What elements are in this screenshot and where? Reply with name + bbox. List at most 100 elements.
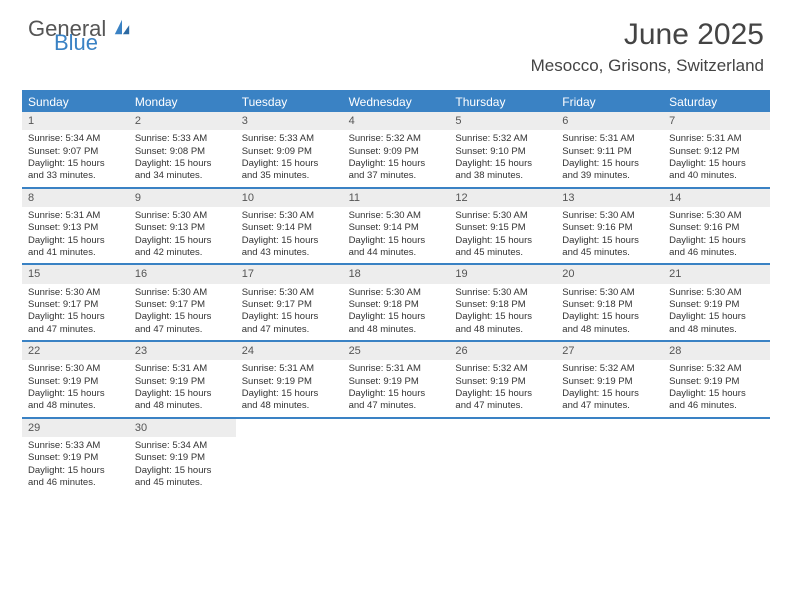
day-number: 14 — [663, 189, 770, 207]
day-details: Sunrise: 5:30 AMSunset: 9:17 PMDaylight:… — [129, 284, 236, 340]
day-number: 12 — [449, 189, 556, 207]
calendar-day: 30Sunrise: 5:34 AMSunset: 9:19 PMDayligh… — [129, 419, 236, 494]
day-details: Sunrise: 5:30 AMSunset: 9:18 PMDaylight:… — [343, 284, 450, 340]
calendar-week: 22Sunrise: 5:30 AMSunset: 9:19 PMDayligh… — [22, 342, 770, 419]
page-title: June 2025 — [531, 18, 764, 52]
daylight-line: Daylight: 15 hours and 48 minutes. — [28, 388, 123, 413]
calendar-day: 19Sunrise: 5:30 AMSunset: 9:18 PMDayligh… — [449, 265, 556, 340]
sunset-line: Sunset: 9:19 PM — [455, 376, 550, 388]
calendar-day: 15Sunrise: 5:30 AMSunset: 9:17 PMDayligh… — [22, 265, 129, 340]
calendar-day-empty — [343, 419, 450, 494]
sunset-line: Sunset: 9:09 PM — [242, 146, 337, 158]
day-number: 18 — [343, 265, 450, 283]
day-details: Sunrise: 5:30 AMSunset: 9:15 PMDaylight:… — [449, 207, 556, 263]
sunrise-line: Sunrise: 5:30 AM — [669, 210, 764, 222]
daylight-line: Daylight: 15 hours and 46 minutes. — [669, 235, 764, 260]
day-number: 28 — [663, 342, 770, 360]
day-details: Sunrise: 5:31 AMSunset: 9:19 PMDaylight:… — [129, 360, 236, 416]
calendar-day: 11Sunrise: 5:30 AMSunset: 9:14 PMDayligh… — [343, 189, 450, 264]
sunrise-line: Sunrise: 5:30 AM — [562, 210, 657, 222]
sunset-line: Sunset: 9:18 PM — [455, 299, 550, 311]
daylight-line: Daylight: 15 hours and 37 minutes. — [349, 158, 444, 183]
calendar-day: 29Sunrise: 5:33 AMSunset: 9:19 PMDayligh… — [22, 419, 129, 494]
logo: General Blue — [28, 18, 131, 53]
calendar-day: 14 Sunrise: 5:30 AMSunset: 9:16 PMDayligh… — [663, 189, 770, 264]
sunrise-line: Sunrise: 5:30 AM — [349, 287, 444, 299]
daylight-line: Daylight: 15 hours and 35 minutes. — [242, 158, 337, 183]
title-block: June 2025 Mesocco, Grisons, Switzerland — [531, 18, 764, 76]
sunrise-line: Sunrise: 5:33 AM — [28, 440, 123, 452]
day-header: Wednesday — [343, 92, 450, 112]
daylight-line: Daylight: 15 hours and 46 minutes. — [669, 388, 764, 413]
day-details: Sunrise: 5:32 AMSunset: 9:10 PMDaylight:… — [449, 130, 556, 186]
daylight-line: Daylight: 15 hours and 48 minutes. — [349, 311, 444, 336]
daylight-line: Daylight: 15 hours and 47 minutes. — [28, 311, 123, 336]
sunset-line: Sunset: 9:13 PM — [135, 222, 230, 234]
day-header: Friday — [556, 92, 663, 112]
sunrise-line: Sunrise: 5:31 AM — [135, 363, 230, 375]
calendar-day: 20Sunrise: 5:30 AMSunset: 9:18 PMDayligh… — [556, 265, 663, 340]
calendar-day: 8Sunrise: 5:31 AMSunset: 9:13 PMDaylight… — [22, 189, 129, 264]
sunrise-line: Sunrise: 5:31 AM — [28, 210, 123, 222]
day-number: 23 — [129, 342, 236, 360]
calendar-day: 3Sunrise: 5:33 AMSunset: 9:09 PMDaylight… — [236, 112, 343, 187]
sunrise-line: Sunrise: 5:30 AM — [242, 210, 337, 222]
sunrise-line: Sunrise: 5:30 AM — [669, 287, 764, 299]
sunset-line: Sunset: 9:07 PM — [28, 146, 123, 158]
day-number: 16 — [129, 265, 236, 283]
day-details: Sunrise: 5:33 AMSunset: 9:19 PMDaylight:… — [22, 437, 129, 493]
sunrise-line: Sunrise: 5:31 AM — [349, 363, 444, 375]
sunrise-line: Sunrise: 5:30 AM — [455, 210, 550, 222]
sunrise-line: Sunrise: 5:30 AM — [135, 210, 230, 222]
calendar-day: 28 Sunrise: 5:32 AMSunset: 9:19 PMDayligh… — [663, 342, 770, 417]
daylight-line: Daylight: 15 hours and 48 minutes. — [669, 311, 764, 336]
calendar-week: 29Sunrise: 5:33 AMSunset: 9:19 PMDayligh… — [22, 419, 770, 494]
sunrise-line: Sunrise: 5:32 AM — [455, 133, 550, 145]
sunset-line: Sunset: 9:19 PM — [669, 376, 764, 388]
daylight-line: Daylight: 15 hours and 48 minutes. — [135, 388, 230, 413]
daylight-line: Daylight: 15 hours and 42 minutes. — [135, 235, 230, 260]
day-number: 13 — [556, 189, 663, 207]
day-details: Sunrise: 5:34 AMSunset: 9:07 PMDaylight:… — [22, 130, 129, 186]
sunset-line: Sunset: 9:19 PM — [28, 452, 123, 464]
sunset-line: Sunset: 9:18 PM — [562, 299, 657, 311]
sunrise-line: Sunrise: 5:30 AM — [135, 287, 230, 299]
calendar-day: 7Sunrise: 5:31 AMSunset: 9:12 PMDaylight… — [663, 112, 770, 187]
daylight-line: Daylight: 15 hours and 38 minutes. — [455, 158, 550, 183]
day-headers: SundayMondayTuesdayWednesdayThursdayFrid… — [22, 92, 770, 112]
calendar-day: 23Sunrise: 5:31 AMSunset: 9:19 PMDayligh… — [129, 342, 236, 417]
day-details: Sunrise: 5:33 AMSunset: 9:09 PMDaylight:… — [236, 130, 343, 186]
sunrise-line: Sunrise: 5:33 AM — [135, 133, 230, 145]
day-details: Sunrise: 5:30 AMSunset: 9:18 PMDaylight:… — [449, 284, 556, 340]
sunset-line: Sunset: 9:13 PM — [28, 222, 123, 234]
day-number: 1 — [22, 112, 129, 130]
sunset-line: Sunset: 9:16 PM — [669, 222, 764, 234]
sunset-line: Sunset: 9:19 PM — [242, 376, 337, 388]
day-details: Sunrise: 5:31 AMSunset: 9:13 PMDaylight:… — [22, 207, 129, 263]
day-number: 24 — [236, 342, 343, 360]
day-number: 10 — [236, 189, 343, 207]
sunrise-line: Sunrise: 5:34 AM — [28, 133, 123, 145]
day-number: 21 — [663, 265, 770, 283]
day-header: Thursday — [449, 92, 556, 112]
day-number: 9 — [129, 189, 236, 207]
sunrise-line: Sunrise: 5:31 AM — [242, 363, 337, 375]
calendar-day: 2Sunrise: 5:33 AMSunset: 9:08 PMDaylight… — [129, 112, 236, 187]
day-number: 19 — [449, 265, 556, 283]
daylight-line: Daylight: 15 hours and 47 minutes. — [455, 388, 550, 413]
sunrise-line: Sunrise: 5:32 AM — [669, 363, 764, 375]
page-header: General Blue June 2025 Mesocco, Grisons,… — [0, 0, 792, 82]
day-number: 29 — [22, 419, 129, 437]
day-details: Sunrise: 5:32 AMSunset: 9:19 PMDaylight:… — [556, 360, 663, 416]
daylight-line: Daylight: 15 hours and 45 minutes. — [562, 235, 657, 260]
sunset-line: Sunset: 9:10 PM — [455, 146, 550, 158]
sunset-line: Sunset: 9:18 PM — [349, 299, 444, 311]
calendar-day: 10Sunrise: 5:30 AMSunset: 9:14 PMDayligh… — [236, 189, 343, 264]
day-details: Sunrise: 5:31 AMSunset: 9:12 PMDaylight:… — [663, 130, 770, 186]
day-number: 27 — [556, 342, 663, 360]
sunrise-line: Sunrise: 5:32 AM — [455, 363, 550, 375]
daylight-line: Daylight: 15 hours and 39 minutes. — [562, 158, 657, 183]
daylight-line: Daylight: 15 hours and 47 minutes. — [562, 388, 657, 413]
day-number: 20 — [556, 265, 663, 283]
day-details: Sunrise: 5:31 AMSunset: 9:19 PMDaylight:… — [343, 360, 450, 416]
